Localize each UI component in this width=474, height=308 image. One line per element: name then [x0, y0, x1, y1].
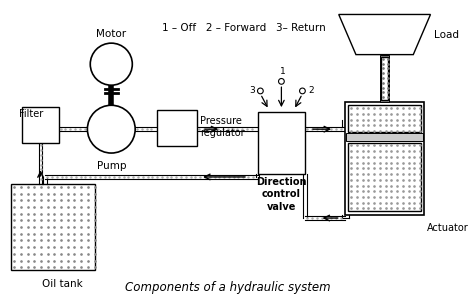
Circle shape [300, 88, 305, 94]
Text: Actuator: Actuator [427, 223, 468, 233]
Circle shape [87, 105, 135, 153]
Polygon shape [339, 14, 430, 55]
Bar [381, 57, 388, 100]
Text: 3: 3 [249, 87, 255, 95]
Bar [380, 55, 389, 102]
Text: Components of a hydraulic system: Components of a hydraulic system [125, 281, 331, 294]
Circle shape [90, 43, 132, 85]
Bar [346, 102, 424, 215]
Text: 1 – Off   2 – Forward   3– Return: 1 – Off 2 – Forward 3– Return [162, 23, 326, 33]
Text: 1: 1 [280, 67, 285, 76]
Bar [257, 112, 305, 174]
Text: Pump: Pump [97, 161, 126, 171]
Bar [157, 110, 197, 146]
Text: Load: Load [434, 30, 459, 39]
Bar [348, 105, 421, 132]
Circle shape [279, 79, 284, 84]
Bar [348, 143, 421, 211]
Circle shape [257, 88, 263, 94]
Text: Direction
control
valve: Direction control valve [256, 177, 307, 212]
Bar [22, 107, 59, 144]
Text: Oil tank: Oil tank [42, 279, 83, 289]
Text: Pressure
regulator: Pressure regulator [200, 116, 245, 138]
Bar [11, 184, 95, 270]
Text: 2: 2 [308, 87, 314, 95]
Text: Motor: Motor [96, 29, 127, 39]
Bar [346, 133, 423, 141]
Text: Filter: Filter [18, 109, 43, 119]
